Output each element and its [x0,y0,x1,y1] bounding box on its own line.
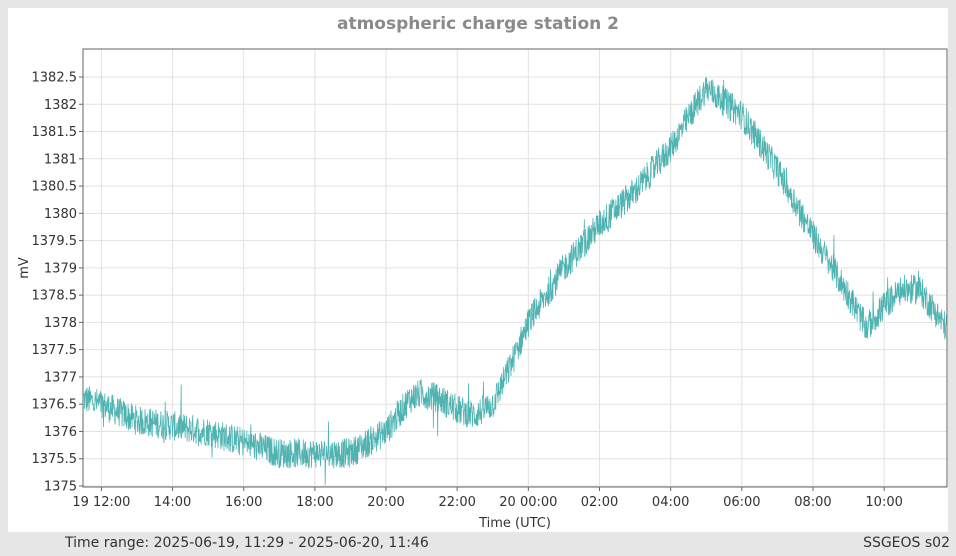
y-tick-label: 1381 [44,152,77,167]
x-tick-label: 18:00 [296,495,333,510]
x-tick-label: 20:00 [367,495,404,510]
x-tick-label: 16:00 [225,495,262,510]
series-layer [83,77,947,485]
x-tick-label: 19 12:00 [72,495,130,510]
y-tick-label: 1376.5 [32,398,78,413]
x-tick-label: 10:00 [865,495,902,510]
y-tick-label: 1377.5 [32,343,78,358]
x-tick-label: 04:00 [652,495,689,510]
x-tick-label: 14:00 [154,495,191,510]
y-tick-label: 1382.5 [32,71,78,86]
y-tick-label: 1379.5 [32,234,78,249]
chart-title: atmospheric charge station 2 [337,14,619,34]
x-axis-label: Time (UTC) [478,516,551,531]
station-label: SSGEOS s02 [863,535,950,551]
x-tick-label: 08:00 [794,495,831,510]
time-range: Time range: 2025-06-19, 11:29 - 2025-06-… [65,535,429,551]
series-line [83,77,947,485]
y-axis-label: mV [17,257,32,279]
y-tick-label: 1378.5 [32,289,78,304]
grid-lines [83,49,947,487]
y-tick-label: 1378 [44,316,77,331]
y-tick-label: 1379 [44,261,77,276]
y-tick-label: 1380 [44,207,77,222]
time-range-label: Time range: [65,535,150,551]
y-tick-label: 1380.5 [32,180,78,195]
y-tick-label: 1377 [44,370,77,385]
x-axis-ticks: 19 12:00 14:00 16:00 18:00 20:00 22:00 20 00:0… [72,487,903,510]
y-axis-ticks: 1375 1375.5 1376 1376.5 1377 1377.5 1378 1378.5… [32,71,83,495]
x-tick-label: 02:00 [581,495,618,510]
y-tick-label: 1381.5 [32,125,78,140]
y-tick-label: 1382 [44,98,77,113]
x-tick-label: 20 00:00 [499,495,557,510]
time-range-value: 2025-06-19, 11:29 - 2025-06-20, 11:46 [153,535,429,551]
x-tick-label: 22:00 [438,495,475,510]
y-tick-label: 1375 [44,480,77,495]
chart-frame [8,8,948,532]
x-tick-label: 06:00 [723,495,760,510]
plot-area-border [82,48,948,488]
y-tick-label: 1376 [44,425,77,440]
y-tick-label: 1375.5 [32,452,78,467]
